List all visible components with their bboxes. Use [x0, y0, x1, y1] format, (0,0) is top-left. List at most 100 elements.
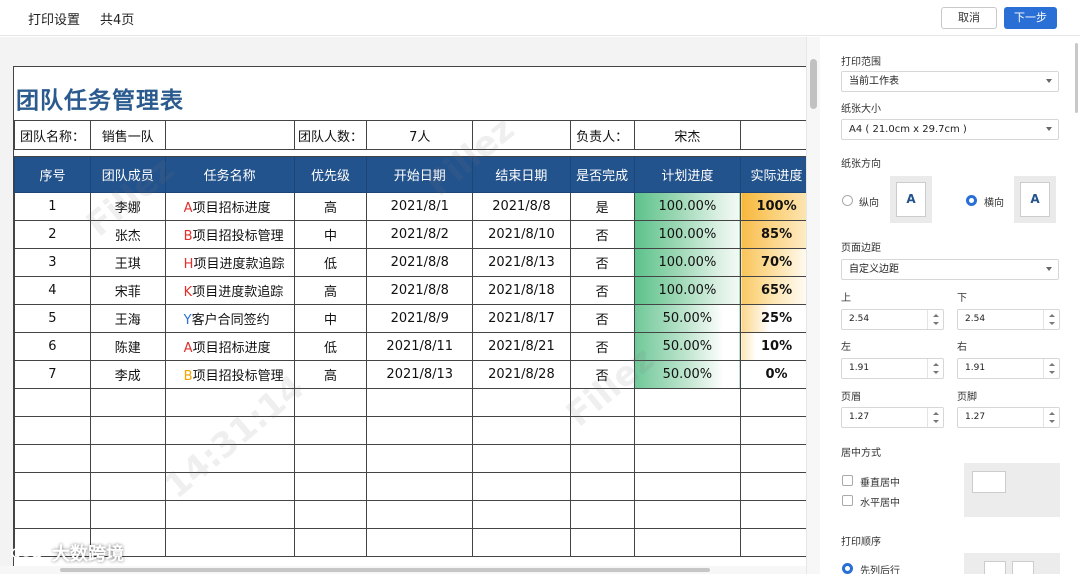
order-radio[interactable] [842, 563, 853, 574]
stepper[interactable] [1043, 359, 1059, 378]
task-name: 客户合同签约 [191, 313, 270, 328]
chevron-down-icon [1046, 267, 1052, 271]
actual-progress-cell: 0% [740, 360, 806, 389]
empty-cell [633, 528, 742, 557]
empty-cell [293, 444, 368, 473]
arrow-down-icon [1049, 420, 1055, 423]
settings-panel: 打印范围 当前工作表 纸张大小 A4 ( 21.0cm x 29.7cm ) 纸… [820, 37, 1080, 574]
task-code: Y [183, 313, 192, 328]
settings-scrollbar[interactable] [1073, 37, 1080, 574]
done-cell: 否 [569, 304, 635, 333]
margins-select[interactable]: 自定义边距 [841, 259, 1059, 280]
left-margin-input[interactable]: 1.91 [841, 358, 944, 379]
end-date-cell: 2021/8/8 [472, 192, 571, 221]
preview-vertical-scrollbar[interactable] [806, 37, 820, 574]
table-row: 1 李娜 A项目招标进度高 2021/8/1 2021/8/8 是 100.00% 100% [14, 192, 806, 221]
stepper[interactable] [1043, 408, 1059, 427]
empty-cell [164, 416, 295, 445]
footer-margin-input[interactable]: 1.27 [957, 407, 1060, 428]
stepper[interactable] [1043, 310, 1059, 329]
orientation-label: 纸张方向 [841, 159, 881, 170]
empty-cell [14, 500, 91, 529]
scrollbar-thumb[interactable] [1075, 43, 1078, 113]
chevron-down-icon [1046, 127, 1052, 131]
footer-margin-label: 页脚 [957, 392, 977, 403]
empty-cell [89, 444, 166, 473]
column-header: 开始日期 [366, 156, 474, 193]
landscape-preview[interactable]: A [1014, 176, 1056, 223]
empty-cell [472, 388, 571, 417]
end-date-cell: 2021/8/18 [472, 276, 571, 305]
empty-cell [633, 472, 742, 501]
print-range-select[interactable]: 当前工作表 [841, 71, 1059, 92]
scrollbar-thumb[interactable] [810, 59, 817, 109]
done-cell: 否 [569, 220, 635, 249]
empty-cell [164, 120, 295, 150]
hcenter-checkbox[interactable] [842, 495, 853, 506]
table-row: 7 李成 B项目招投标管理高 2021/8/13 2021/8/28 否 50.00% 0% [14, 360, 806, 389]
right-margin-input[interactable]: 1.91 [957, 358, 1060, 379]
print-range-label: 打印范围 [841, 57, 881, 68]
empty-cell [740, 528, 806, 557]
owner-value: 宋杰 [633, 120, 742, 150]
top-margin-input[interactable]: 2.54 [841, 309, 944, 330]
empty-cell [164, 444, 295, 473]
empty-cell [293, 416, 368, 445]
empty-cell [366, 388, 474, 417]
portrait-preview[interactable]: A [890, 176, 932, 223]
paper-size-select[interactable]: A4 ( 21.0cm x 29.7cm ) [841, 119, 1059, 140]
end-date-cell: 2021/8/21 [472, 332, 571, 361]
brand-watermark: 大数跨境 [52, 544, 124, 565]
empty-cell [293, 528, 368, 557]
landscape-radio[interactable] [966, 195, 977, 206]
portrait-radio[interactable] [842, 195, 853, 206]
info-row: 团队名称： 销售一队 团队人数： 7人 负责人： 宋杰 [14, 120, 806, 150]
arrow-up-icon [1049, 314, 1055, 317]
row-number-cell: 5 [14, 304, 91, 333]
task-table: 团队名称： 销售一队 团队人数： 7人 负责人： 宋杰 序号 团队成员 任务名称 优先… [14, 120, 806, 557]
preview-horizontal-scrollbar[interactable] [0, 566, 806, 574]
vcenter-checkbox[interactable] [842, 475, 853, 486]
task-name: 项目进度款追踪 [192, 285, 284, 300]
empty-cell [14, 388, 91, 417]
arrow-up-icon [933, 363, 939, 366]
right-margin-label: 右 [957, 342, 967, 353]
empty-row [14, 500, 806, 529]
page-title: 打印设置 [28, 13, 81, 28]
empty-cell [633, 444, 742, 473]
header-margin-input[interactable]: 1.27 [841, 407, 944, 428]
print-order-label: 打印顺序 [841, 537, 881, 548]
done-cell: 否 [569, 332, 635, 361]
landscape-label: 横向 [984, 198, 1004, 209]
empty-cell [89, 388, 166, 417]
plan-progress-cell: 50.00% [633, 304, 742, 333]
task-cell: B项目招投标管理 [164, 220, 295, 249]
empty-cell [740, 416, 806, 445]
left-margin-label: 左 [841, 342, 851, 353]
row-number-cell: 7 [14, 360, 91, 389]
stepper[interactable] [927, 359, 943, 378]
empty-cell [14, 416, 91, 445]
empty-cell [472, 120, 571, 150]
arrow-down-icon [933, 420, 939, 423]
empty-cell [14, 472, 91, 501]
scrollbar-thumb[interactable] [60, 568, 710, 572]
empty-cell [164, 472, 295, 501]
priority-cell: 低 [293, 332, 368, 361]
empty-cell [366, 416, 474, 445]
empty-cell [633, 500, 742, 529]
task-cell: Y客户合同签约 [164, 304, 295, 333]
column-header: 任务名称 [164, 156, 295, 193]
bottom-margin-input[interactable]: 2.54 [957, 309, 1060, 330]
start-date-cell: 2021/8/2 [366, 220, 474, 249]
owner-label: 负责人： [569, 120, 635, 150]
stepper[interactable] [927, 408, 943, 427]
empty-cell [472, 500, 571, 529]
cancel-button[interactable]: 取消 [941, 7, 997, 29]
priority-cell: 低 [293, 248, 368, 277]
order-across-icon [1012, 561, 1034, 574]
team-count-value: 7人 [366, 120, 474, 150]
actual-progress-cell: 85% [740, 220, 806, 249]
stepper[interactable] [927, 310, 943, 329]
next-button[interactable]: 下一步 [1004, 7, 1057, 29]
